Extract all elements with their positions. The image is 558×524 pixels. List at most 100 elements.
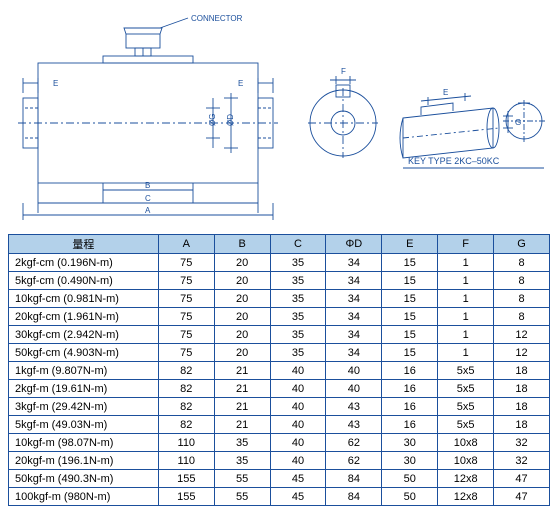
dim-cell: 12 [494, 344, 550, 362]
dim-cell: 32 [494, 452, 550, 470]
dim-cell: 16 [382, 380, 438, 398]
table-row: 50kgf-cm (4.903N-m)7520353415112 [9, 344, 550, 362]
dim-cell: 35 [270, 272, 326, 290]
range-cell: 5kgf-cm (0.490N-m) [9, 272, 159, 290]
svg-text:ØG: ØG [208, 114, 217, 126]
dim-cell: 45 [270, 470, 326, 488]
dim-cell: 75 [158, 308, 214, 326]
table-row: 100kgf-m (980N-m)1555545845012x847 [9, 488, 550, 506]
table-row: 20kgf-m (196.1N-m)1103540623010x832 [9, 452, 550, 470]
dim-cell: 155 [158, 470, 214, 488]
range-cell: 10kgf-cm (0.981N-m) [9, 290, 159, 308]
dim-cell: 55 [214, 470, 270, 488]
col-header: A [158, 235, 214, 254]
dim-cell: 15 [382, 344, 438, 362]
dim-cell: 21 [214, 416, 270, 434]
range-cell: 5kgf-m (49.03N-m) [9, 416, 159, 434]
dim-cell: 8 [494, 254, 550, 272]
dim-cell: 62 [326, 434, 382, 452]
dim-cell: 1 [438, 254, 494, 272]
svg-text:E: E [443, 88, 448, 97]
dim-cell: 43 [326, 398, 382, 416]
dim-cell: 16 [382, 362, 438, 380]
dim-cell: 20 [214, 290, 270, 308]
dim-cell: 1 [438, 308, 494, 326]
dim-cell: 12x8 [438, 488, 494, 506]
dim-cell: 21 [214, 398, 270, 416]
dim-cell: 75 [158, 272, 214, 290]
dim-cell: 40 [270, 398, 326, 416]
dim-cell: 12x8 [438, 470, 494, 488]
svg-text:C: C [145, 194, 151, 203]
range-cell: 10kgf-m (98.07N-m) [9, 434, 159, 452]
dim-cell: 35 [270, 254, 326, 272]
dim-cell: 10x8 [438, 434, 494, 452]
dim-cell: 40 [270, 434, 326, 452]
range-cell: 50kgf-m (490.3N-m) [9, 470, 159, 488]
dim-cell: 47 [494, 470, 550, 488]
col-header: E [382, 235, 438, 254]
dim-cell: 75 [158, 290, 214, 308]
dim-cell: 35 [214, 452, 270, 470]
table-row: 5kgf-m (49.03N-m)82214043165x518 [9, 416, 550, 434]
dim-cell: 18 [494, 380, 550, 398]
range-cell: 100kgf-m (980N-m) [9, 488, 159, 506]
dim-cell: 43 [326, 416, 382, 434]
dim-cell: 45 [270, 488, 326, 506]
dim-cell: 5x5 [438, 362, 494, 380]
dim-cell: 40 [270, 362, 326, 380]
dim-cell: 1 [438, 344, 494, 362]
dim-cell: 82 [158, 416, 214, 434]
svg-text:ØD: ØD [226, 114, 235, 126]
table-row: 20kgf-cm (1.961N-m)752035341518 [9, 308, 550, 326]
dim-cell: 35 [270, 326, 326, 344]
dim-cell: 18 [494, 398, 550, 416]
col-header: F [438, 235, 494, 254]
dim-cell: 47 [494, 488, 550, 506]
dim-cell: 82 [158, 362, 214, 380]
dim-cell: 75 [158, 344, 214, 362]
dim-cell: 5x5 [438, 398, 494, 416]
dim-cell: 62 [326, 452, 382, 470]
dim-cell: 5x5 [438, 380, 494, 398]
dim-cell: 8 [494, 290, 550, 308]
table-row: 30kgf-cm (2.942N-m)7520353415112 [9, 326, 550, 344]
dim-cell: 34 [326, 290, 382, 308]
key-type-label: KEY TYPE 2KC–50KC [408, 156, 500, 166]
dim-cell: 1 [438, 290, 494, 308]
dim-cell: 34 [326, 326, 382, 344]
col-header: G [494, 235, 550, 254]
dim-cell: 55 [214, 488, 270, 506]
dim-cell: 20 [214, 272, 270, 290]
dim-cell: 18 [494, 416, 550, 434]
dim-cell: 84 [326, 488, 382, 506]
dim-cell: 30 [382, 452, 438, 470]
svg-text:E: E [53, 79, 58, 88]
range-cell: 2kgf-m (19.61N-m) [9, 380, 159, 398]
dim-cell: 8 [494, 272, 550, 290]
dim-cell: 110 [158, 434, 214, 452]
table-row: 10kgf-m (98.07N-m)1103540623010x832 [9, 434, 550, 452]
dim-cell: 1 [438, 326, 494, 344]
dim-cell: 34 [326, 344, 382, 362]
dim-cell: 15 [382, 290, 438, 308]
col-header: C [270, 235, 326, 254]
spec-table: 量程ABCΦDEFG 2kgf-cm (0.196N-m)75203534151… [8, 234, 550, 506]
dim-cell: 50 [382, 470, 438, 488]
dim-cell: 20 [214, 344, 270, 362]
col-header: 量程 [9, 235, 159, 254]
dim-cell: 8 [494, 308, 550, 326]
dim-cell: 75 [158, 326, 214, 344]
dim-cell: 35 [214, 434, 270, 452]
table-row: 50kgf-m (490.3N-m)1555545845012x847 [9, 470, 550, 488]
dim-cell: 21 [214, 380, 270, 398]
range-cell: 30kgf-cm (2.942N-m) [9, 326, 159, 344]
table-row: 3kgf-m (29.42N-m)82214043165x518 [9, 398, 550, 416]
dim-cell: 30 [382, 434, 438, 452]
svg-text:B: B [145, 181, 150, 190]
dim-cell: 82 [158, 398, 214, 416]
svg-text:E: E [238, 79, 243, 88]
svg-text:A: A [145, 206, 151, 215]
dim-cell: 110 [158, 452, 214, 470]
dim-cell: 21 [214, 362, 270, 380]
